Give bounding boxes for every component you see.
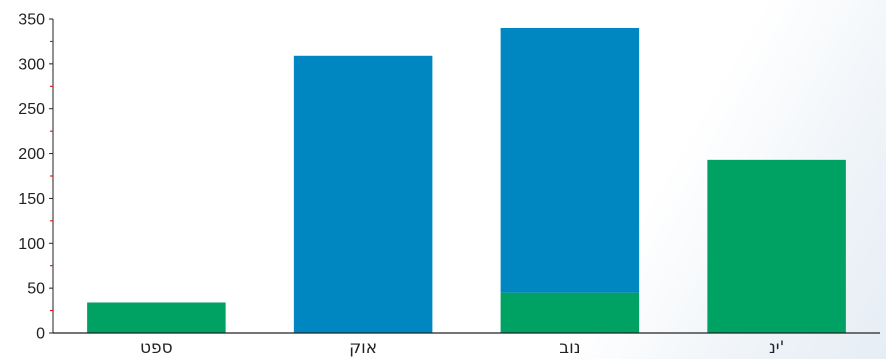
y-tick-label: 250 <box>18 101 45 118</box>
y-tick-label: 300 <box>18 56 45 73</box>
y-tick-label: 200 <box>18 146 45 163</box>
x-axis: ספט אוק נוב ינ' <box>53 332 880 358</box>
x-tick-label: ינ' <box>769 338 784 358</box>
x-tick-label: ספט <box>140 338 173 358</box>
y-tick-label: 350 <box>18 12 45 29</box>
bar-4-series-1 <box>707 159 846 333</box>
y-tick-label: 50 <box>27 281 45 298</box>
y-axis: 0 50 100 150 200 250 300 350 <box>18 12 54 343</box>
bar-3-series-2 <box>500 27 640 293</box>
bar-2-series-2 <box>293 55 433 333</box>
y-tick-label: 150 <box>18 191 45 208</box>
bars-group <box>87 27 846 333</box>
bar-1-series-1 <box>87 302 226 333</box>
y-tick-label: 0 <box>36 326 45 343</box>
bar-3-series-1 <box>500 292 640 333</box>
y-tick-label: 100 <box>18 236 45 253</box>
x-tick-label: נוב <box>559 338 580 358</box>
x-tick-label: אוק <box>349 338 377 358</box>
